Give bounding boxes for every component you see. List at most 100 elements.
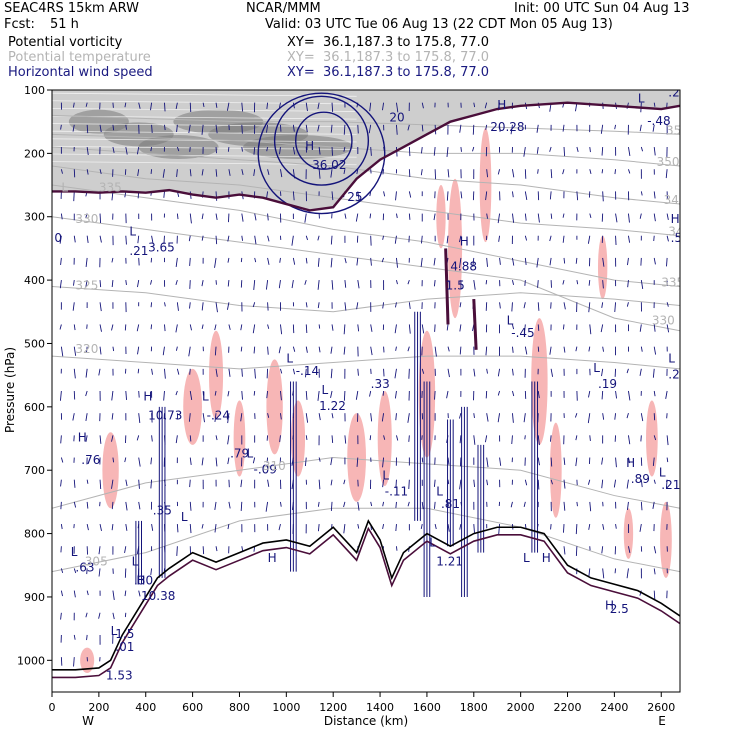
- convective-shading: [623, 508, 634, 559]
- wind-vector: [98, 568, 101, 577]
- wind-vector: [112, 146, 115, 153]
- wind-vector: [73, 191, 75, 202]
- wind-vector: [201, 235, 204, 241]
- org-label: NCAR/MMM: [246, 1, 321, 16]
- field-name-theta: Potential temperature: [8, 50, 151, 65]
- wind-vector: [395, 191, 397, 201]
- wind-vector: [267, 413, 270, 418]
- wind-vector: [164, 102, 166, 112]
- wind-vector: [601, 368, 604, 377]
- wind-vector: [537, 324, 540, 331]
- wind-vector: [357, 523, 360, 529]
- wind-vector: [369, 435, 372, 441]
- wind-vector: [408, 169, 411, 178]
- wind-vector: [652, 501, 655, 509]
- contour-label: H: [671, 212, 680, 226]
- wind-vector: [614, 124, 617, 130]
- wind-vector: [151, 435, 153, 442]
- wind-vector: [291, 280, 294, 289]
- theta-label: 330: [75, 212, 98, 226]
- x-tick-label: 200: [88, 701, 109, 714]
- wind-vector: [85, 435, 88, 442]
- wind-vector: [279, 146, 281, 155]
- wind-vector: [510, 124, 513, 135]
- wind-vector: [459, 235, 462, 243]
- wind-vector: [124, 546, 127, 553]
- contour-label: L: [382, 469, 389, 483]
- contour-label: 25: [347, 190, 362, 204]
- wind-vector: [601, 457, 604, 465]
- wind-vector: [588, 346, 591, 352]
- wind-vector: [137, 169, 140, 177]
- wind-vector: [512, 368, 514, 376]
- wind-vector: [484, 102, 488, 109]
- contour-label: .76: [81, 453, 100, 467]
- wind-vector: [280, 368, 283, 374]
- wind-vector: [653, 479, 656, 484]
- wind-vector: [421, 102, 424, 109]
- wind-vector: [215, 124, 218, 134]
- wind-vector: [305, 346, 308, 353]
- convective-shading: [549, 422, 562, 518]
- wind-vector: [292, 346, 296, 352]
- wind-vector: [59, 390, 62, 401]
- wind-vector: [396, 213, 398, 219]
- wind-vector: [382, 479, 385, 488]
- y-axis-label: Pressure (hPa): [3, 347, 17, 433]
- wind-vector: [215, 169, 218, 177]
- plot-frame: [51, 89, 681, 693]
- wind-vector: [267, 235, 270, 242]
- wind-vector: [292, 257, 296, 265]
- wind-vector: [280, 324, 283, 335]
- wind-vector: [589, 169, 592, 175]
- theta-label: 335: [661, 275, 684, 289]
- wind-vector: [214, 346, 217, 356]
- wind-vector: [292, 146, 296, 155]
- contour-label: .30: [134, 573, 153, 587]
- wind-vector: [653, 257, 656, 265]
- wind-vector: [562, 235, 565, 243]
- wind-vector: [576, 280, 579, 285]
- wind-vector: [150, 102, 153, 111]
- wind-vector: [588, 523, 591, 530]
- wind-vector: [331, 413, 334, 419]
- wind-vector: [201, 457, 204, 466]
- wind-vector: [188, 413, 191, 422]
- wind-vector: [86, 590, 89, 596]
- wind-vector: [292, 368, 296, 375]
- wind-vector: [512, 191, 514, 198]
- contour-label: L: [659, 466, 666, 480]
- wind-vector: [537, 479, 540, 490]
- wind-vector: [628, 213, 630, 223]
- wind-vector: [421, 324, 425, 334]
- wind-vector: [459, 346, 462, 355]
- wind-vector: [241, 146, 243, 152]
- pv-contour-tower: [444, 248, 450, 325]
- wind-vector: [499, 457, 502, 466]
- wind-vector: [357, 191, 360, 201]
- wind-vector: [575, 435, 578, 441]
- contour-label: -.09: [254, 462, 277, 476]
- wind-vector: [627, 280, 629, 288]
- wind-vector: [214, 390, 217, 396]
- wind-vector: [485, 191, 488, 201]
- wind-vector: [408, 368, 410, 379]
- wind-vector: [368, 124, 372, 134]
- wind-vector: [164, 124, 166, 131]
- wind-vector: [627, 257, 629, 266]
- theta-contour-345: [52, 146, 680, 205]
- wind-vector: [99, 479, 102, 490]
- wind-vector: [98, 368, 101, 376]
- x-tick-label: 0: [49, 701, 56, 714]
- wind-vector: [125, 501, 128, 511]
- wind-vector: [164, 302, 166, 307]
- wind-vector: [369, 191, 372, 197]
- wind-vector: [563, 147, 566, 157]
- wind-vector: [602, 280, 604, 289]
- wind-vector: [408, 302, 411, 309]
- wind-vector: [138, 413, 141, 423]
- wind-vector: [318, 169, 321, 179]
- wind-vector: [549, 146, 552, 152]
- wind-vector: [164, 368, 166, 379]
- wind-vector: [280, 390, 282, 401]
